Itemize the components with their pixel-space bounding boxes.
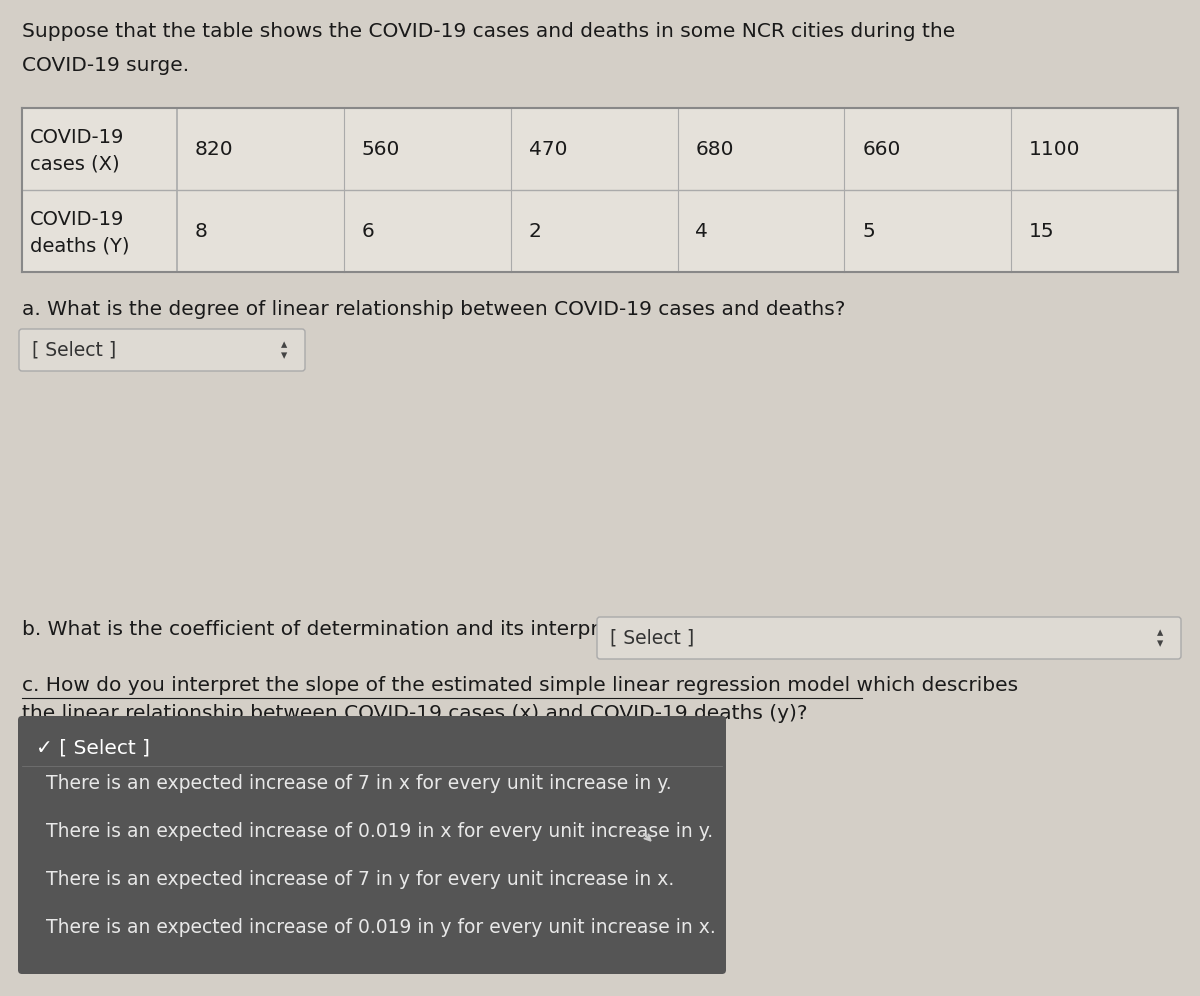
Text: 8: 8 [194,221,208,240]
Text: a. What is the degree of linear relationship between COVID-19 cases and deaths?: a. What is the degree of linear relation… [22,300,845,319]
Text: COVID-19: COVID-19 [30,128,125,147]
Text: There is an expected increase of 7 in y for every unit increase in x.: There is an expected increase of 7 in y … [46,870,674,889]
Text: the linear relationship between COVID-19 cases (x) and COVID-19 deaths (y)?: the linear relationship between COVID-19… [22,704,808,723]
Text: 560: 560 [362,139,401,158]
Text: b. What is the coefficient of determination and its interpretation?: b. What is the coefficient of determinat… [22,620,680,639]
Text: [ Select ]: [ Select ] [610,628,695,647]
Text: Suppose that the table shows the COVID-19 cases and deaths in some NCR cities du: Suppose that the table shows the COVID-1… [22,22,955,41]
Text: There is an expected increase of 0.019 in x for every unit increase in y.: There is an expected increase of 0.019 i… [46,822,713,841]
Text: 15: 15 [1030,221,1055,240]
Bar [22,108,1178,272]
Text: [ Select ]: [ Select ] [32,341,116,360]
Text: There is an expected increase of 0.019 in y for every unit increase in x.: There is an expected increase of 0.019 i… [46,918,715,937]
Text: COVID-19: COVID-19 [30,210,125,229]
Text: ▴
▾: ▴ ▾ [1157,626,1163,650]
Text: 660: 660 [863,139,901,158]
Text: ▴
▾: ▴ ▾ [281,338,287,362]
Text: There is an expected increase of 7 in x for every unit increase in y.: There is an expected increase of 7 in x … [46,774,672,793]
Text: 1100: 1100 [1030,139,1081,158]
Text: cases (X): cases (X) [30,154,120,173]
Text: 6: 6 [362,221,374,240]
FancyBboxPatch shape [19,329,305,371]
Text: 2: 2 [529,221,541,240]
Text: 5: 5 [863,221,875,240]
FancyBboxPatch shape [18,716,726,974]
Text: COVID-19 surge.: COVID-19 surge. [22,56,190,75]
Text: 680: 680 [696,139,734,158]
Text: 820: 820 [194,139,234,158]
Text: c. How do you interpret the slope of the estimated simple linear regression mode: c. How do you interpret the slope of the… [22,676,1018,695]
Text: 4: 4 [696,221,708,240]
Text: deaths (Y): deaths (Y) [30,236,130,255]
Text: 470: 470 [529,139,568,158]
Text: ✓ [ Select ]: ✓ [ Select ] [36,738,150,757]
FancyBboxPatch shape [598,617,1181,659]
